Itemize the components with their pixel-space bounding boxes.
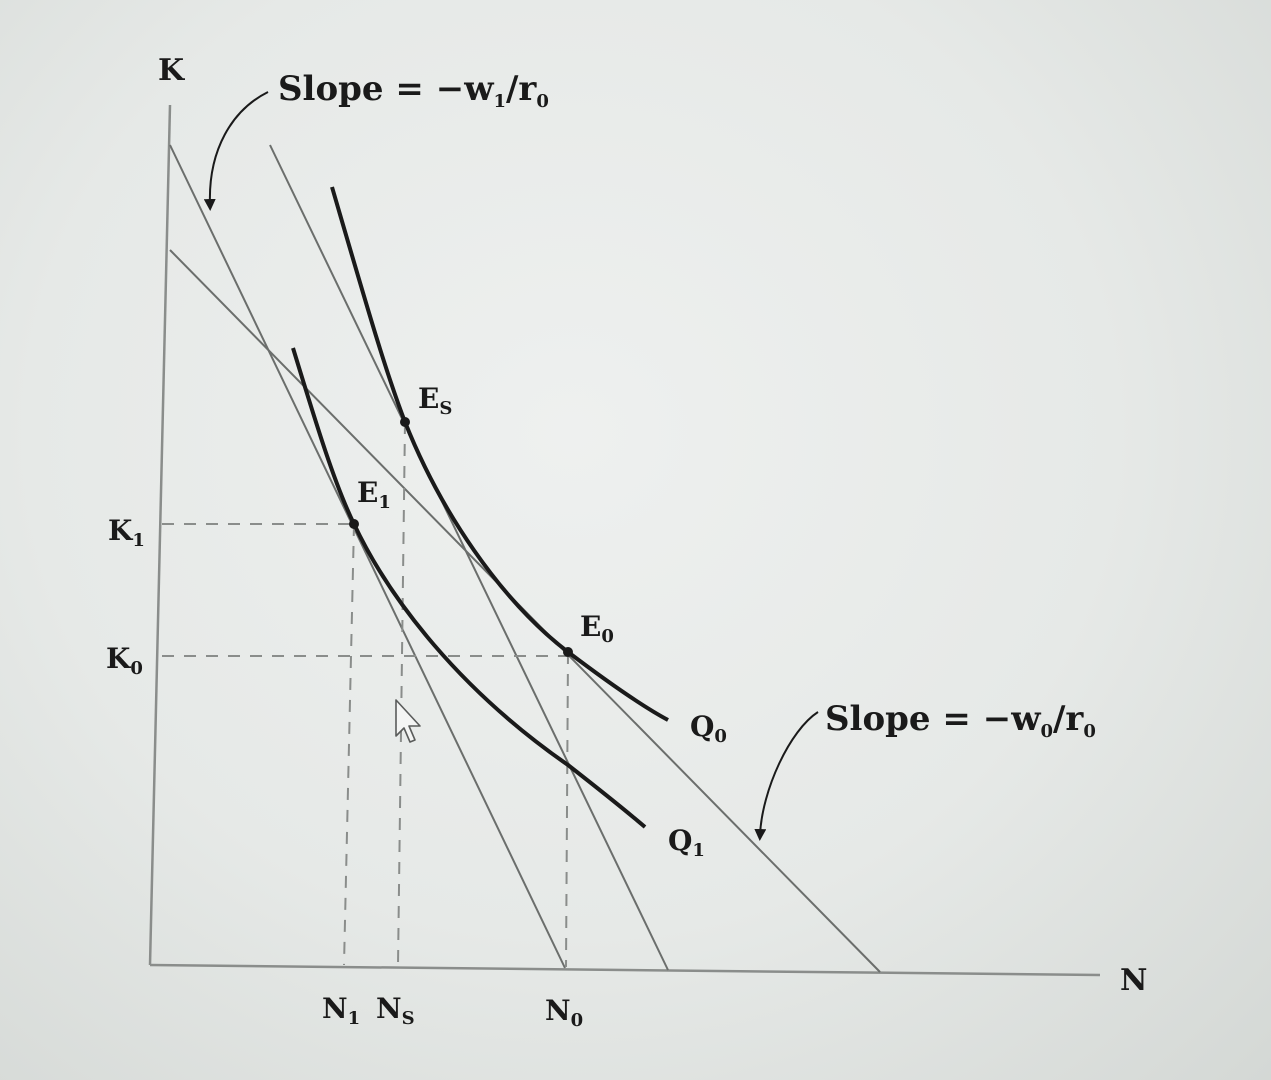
point-e0-marker (563, 647, 573, 657)
tick-label-k1: K1 (108, 514, 145, 551)
y-axis (148, 104, 172, 966)
x-axis (149, 963, 1101, 977)
n1-guide-line (343, 523, 355, 966)
curve-label-q0: Q0 (690, 710, 727, 747)
isoquant-q1 (291, 347, 647, 829)
slope-label-top: Slope = −w1/r0 (278, 69, 549, 112)
tick-label-k0: K0 (106, 642, 143, 679)
slope-right-callout-arrow (754, 711, 819, 841)
tick-label-ns: NS (376, 992, 415, 1029)
n0-guide-line (565, 651, 569, 968)
point-label-e0: E0 (580, 610, 614, 647)
y-axis-label: K (158, 53, 185, 88)
mouse-cursor-icon (395, 699, 421, 743)
tick-label-n0: N0 (545, 994, 583, 1031)
tick-label-n1: N1 (322, 992, 360, 1029)
isocost-line-w1-tangent (269, 144, 669, 971)
x-axis-label: N (1120, 963, 1147, 998)
isoquant-q0 (330, 186, 669, 722)
isocost-line-w1-steep-upper (169, 144, 566, 969)
point-label-e1: E1 (357, 476, 391, 513)
point-es-marker (400, 417, 410, 427)
slope-label-right: Slope = −w0/r0 (825, 699, 1096, 742)
point-e1-marker (349, 519, 359, 529)
slope-top-callout-arrow (203, 91, 269, 211)
point-label-es: ES (418, 382, 452, 419)
curve-label-q1: Q1 (668, 824, 705, 861)
ns-guide-line (397, 421, 406, 966)
